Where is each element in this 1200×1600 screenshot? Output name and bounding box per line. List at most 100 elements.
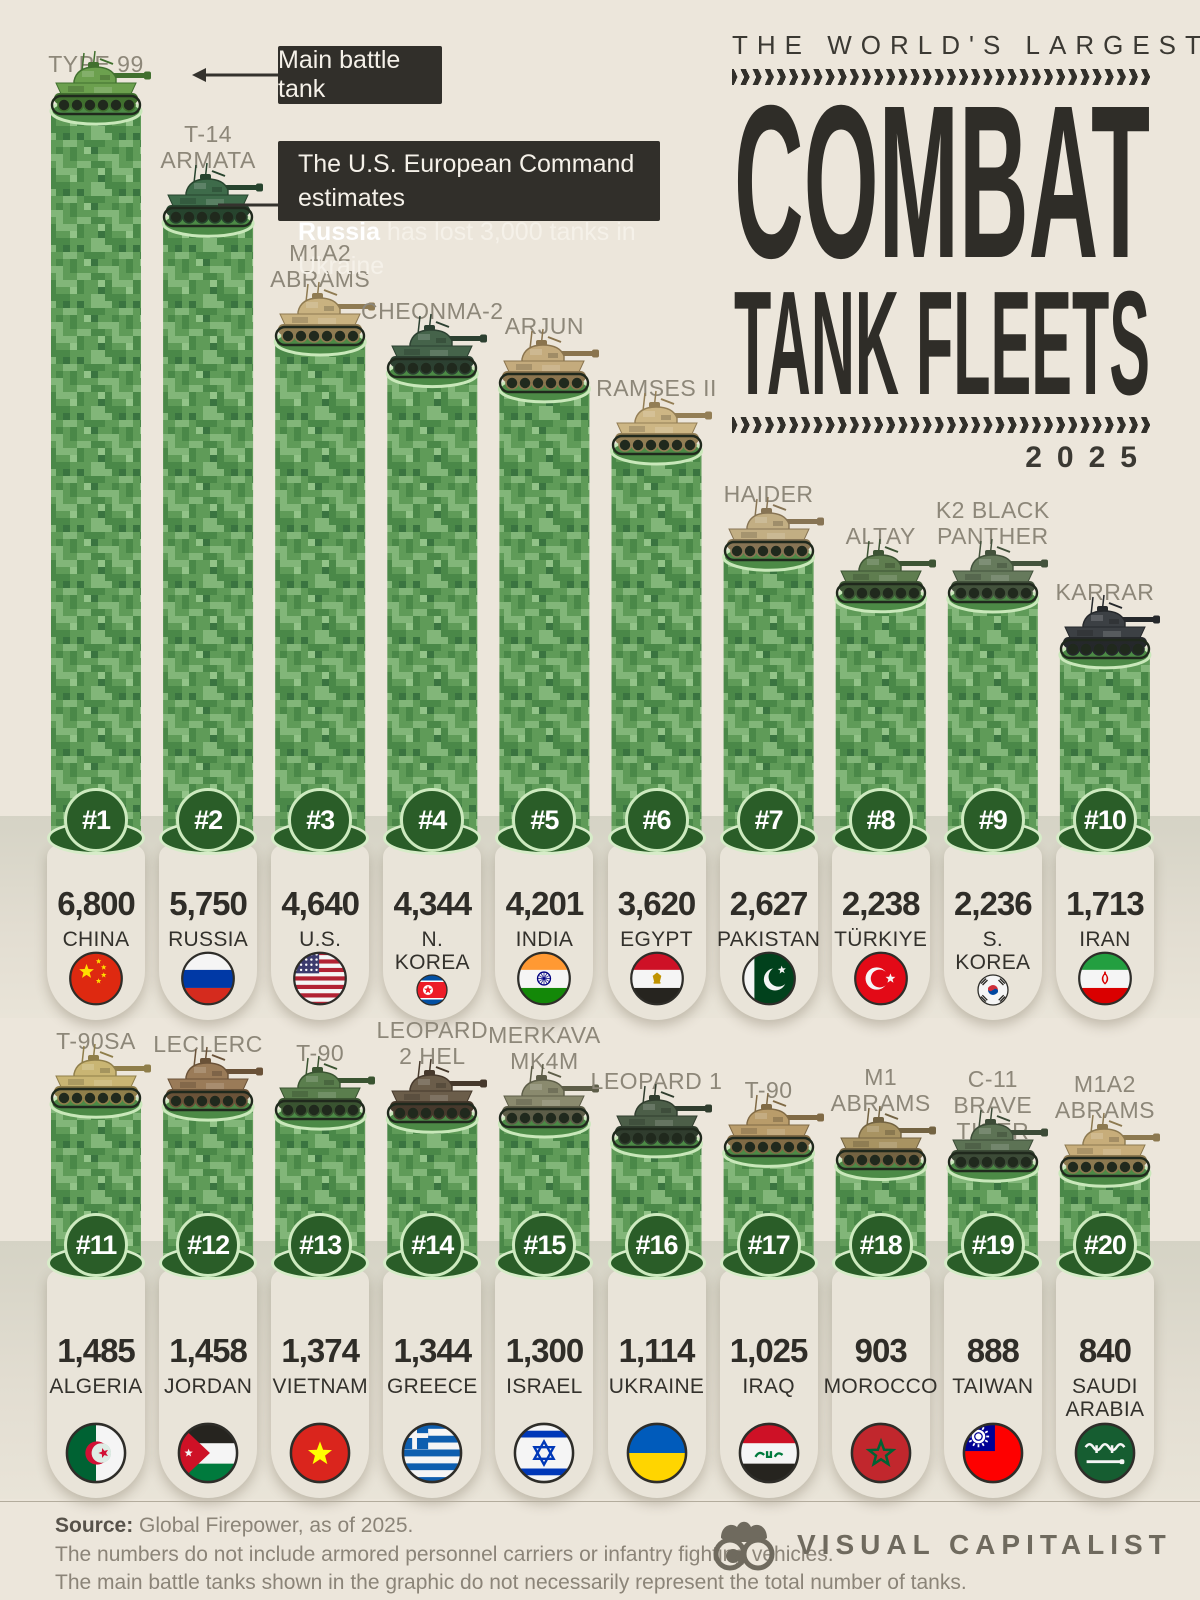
country-label: TAIWAN <box>952 1375 1034 1398</box>
country-card-greece: 1,344 GREECE <box>383 1270 482 1498</box>
flag-israel-icon <box>514 1422 575 1484</box>
tank-icon <box>947 538 1048 604</box>
country-card-saudi-arabia: 840 SAUDI ARABIA <box>1055 1270 1154 1498</box>
country-label: U.S. <box>299 928 342 951</box>
tank-icon <box>611 390 712 456</box>
fleet-size-value: 2,627 <box>729 885 809 922</box>
flag-pakistan-icon <box>741 951 796 1006</box>
rank-badge: #8 <box>848 788 913 852</box>
country-card-china: 6,800 CHINA <box>47 845 145 1020</box>
tank-model-label: T-90SA <box>56 1028 136 1055</box>
flag-egypt-icon <box>629 951 684 1006</box>
tank-icon <box>387 313 488 378</box>
tank-icon <box>1059 1113 1160 1178</box>
flag-india-icon <box>517 951 572 1006</box>
rank-badge: #4 <box>400 788 465 852</box>
flag-us-icon <box>293 951 348 1006</box>
tank-icon <box>162 1047 264 1112</box>
fleet-size-value: 903 <box>854 1332 908 1369</box>
country-card-india: 4,201 INDIA <box>495 845 594 1020</box>
tank-model-label: LEOPARD 2 HEL <box>376 1017 489 1070</box>
tank-model-label: M1 ABRAMS <box>830 1064 931 1117</box>
country-card-taiwan: 888 TAIWAN <box>943 1270 1042 1498</box>
rank-badge: #17 <box>736 1213 801 1277</box>
footer-note-1: The numbers do not include armored perso… <box>55 1542 834 1566</box>
tank-model-label: T-90 <box>744 1077 793 1104</box>
rank-badge: #6 <box>624 788 689 852</box>
tank-icon <box>50 50 151 116</box>
rank-badge: #5 <box>512 788 577 852</box>
fleet-size-value: 1,374 <box>281 1332 360 1369</box>
flag-taiwan-icon <box>962 1422 1024 1484</box>
fleet-size-value: 1,344 <box>393 1332 473 1369</box>
rank-badge: #7 <box>736 788 801 852</box>
fleet-size-value: 3,620 <box>617 885 697 922</box>
rank-badge: #14 <box>400 1213 465 1277</box>
tank-model-label: RAMSES II <box>596 375 717 402</box>
fleet-size-value: 2,238 <box>841 885 921 922</box>
fleet-size-value: 4,640 <box>281 885 360 922</box>
flag-saudi-icon <box>1074 1422 1136 1484</box>
flag-algeria-icon <box>65 1422 127 1484</box>
rank-badge: #9 <box>960 788 1025 852</box>
rank-badge: #18 <box>848 1213 913 1277</box>
fleet-size-value: 1,025 <box>729 1332 809 1369</box>
title-line2: TANK FLEETS <box>734 261 1150 426</box>
flag-turkiye-icon <box>853 951 908 1006</box>
main-battle-tank-callout: Main battle tank <box>278 46 442 104</box>
footer-divider <box>0 1501 1200 1502</box>
tank-icon <box>499 328 600 394</box>
rank-badge: #13 <box>288 1213 353 1277</box>
tank-model-label: LECLERC <box>153 1031 263 1058</box>
russia-losses-callout: The U.S. European Command estimates Russ… <box>278 141 660 280</box>
main-battle-tank-label: Main battle tank <box>278 46 401 103</box>
tank-tread-divider-top <box>732 69 1152 85</box>
tank-icon <box>835 538 936 603</box>
fleet-size-value: 840 <box>1078 1332 1132 1369</box>
country-card-n-korea: 4,344 N. KOREA <box>383 845 482 1020</box>
svg-text:TANK FLEETS: TANK FLEETS <box>734 282 1150 404</box>
fleet-size-value: 1,300 <box>505 1332 585 1369</box>
country-label: MOROCCO <box>823 1375 938 1398</box>
flag-russia-icon <box>181 951 235 1006</box>
country-label: S. KOREA <box>955 928 1031 974</box>
country-label: RUSSIA <box>168 928 249 951</box>
tank-icon <box>274 1056 376 1121</box>
tank-model-label: CHEONMA-2 <box>361 297 504 324</box>
country-card-russia: 5,750 RUSSIA <box>159 845 258 1020</box>
rank-badge: #3 <box>288 788 353 852</box>
country-label: INDIA <box>515 928 574 951</box>
tank-model-label: LEOPARD 1 <box>590 1067 723 1094</box>
tank-icon <box>499 1063 600 1129</box>
flag-nkorea-icon <box>416 974 448 1006</box>
tank-model-label: MERKAVA MK4M <box>488 1022 601 1075</box>
source-line: Source: Global Firepower, as of 2025. <box>55 1514 414 1537</box>
fleet-size-value: 4,201 <box>505 885 585 922</box>
tank-model-label: T-90 <box>296 1040 345 1067</box>
tank-model-label: M1A2 ABRAMS <box>1054 1071 1155 1124</box>
country-label: UKRAINE <box>608 1375 705 1398</box>
fleet-size-value: 5,750 <box>169 885 248 922</box>
country-card-israel: 1,300 ISRAEL <box>495 1270 594 1498</box>
title-line1: COMBAT <box>734 61 1150 304</box>
rank-badge: #16 <box>624 1213 689 1277</box>
country-label: TÜRKIYE <box>834 928 928 951</box>
rank-badge: #19 <box>960 1213 1025 1277</box>
binoculars-icon <box>713 1521 775 1571</box>
tank-model-label: ARJUN <box>504 312 584 339</box>
tank-icon <box>723 1093 824 1158</box>
country-card-egypt: 3,620 EGYPT <box>607 845 706 1020</box>
fleet-size-value: 888 <box>966 1332 1020 1369</box>
svg-text:COMBAT: COMBAT <box>734 93 1150 273</box>
country-card-algeria: 1,485 ALGERIA <box>47 1270 145 1498</box>
flag-skorea-icon <box>977 974 1009 1006</box>
flag-greece-icon <box>401 1422 463 1484</box>
country-label: SAUDI ARABIA <box>1065 1375 1145 1421</box>
country-card-morocco: 903 MOROCCO <box>824 1270 937 1498</box>
tank-icon <box>723 497 824 562</box>
title-year: 2025 <box>1025 441 1152 474</box>
fleet-size-value: 1,713 <box>1066 885 1145 922</box>
russia-note-line1: The U.S. European Command estimates <box>298 150 635 212</box>
